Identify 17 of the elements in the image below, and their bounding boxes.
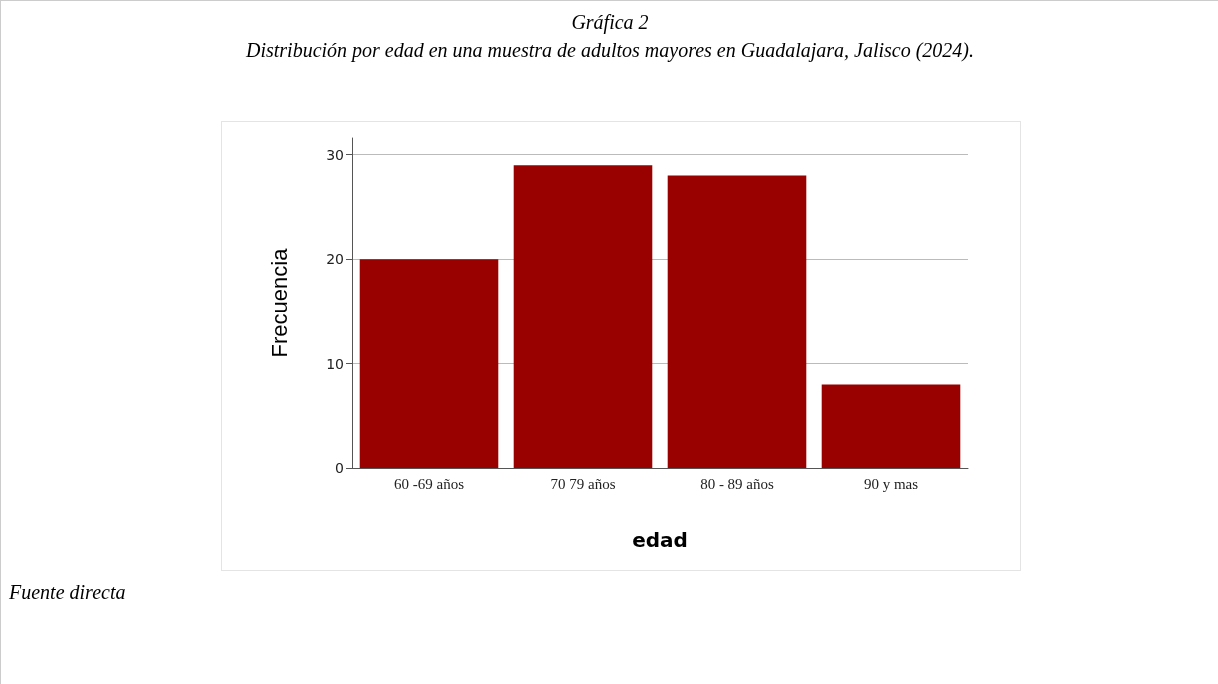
x-tick-label: 70 79 años bbox=[550, 476, 616, 492]
chart-subtitle: Distribución por edad en una muestra de adultos mayores en Guadalajara, Jalisco (2024). bbox=[244, 39, 976, 62]
x-tick-label: 80 - 89 años bbox=[700, 476, 775, 492]
y-tick-label: 30 bbox=[326, 146, 344, 163]
chart-title: Gráfica 2 bbox=[570, 11, 650, 34]
y-tick-label: 20 bbox=[326, 251, 344, 268]
bar bbox=[359, 259, 499, 468]
y-axis-title: Frecuencia bbox=[266, 247, 292, 358]
bar bbox=[821, 384, 961, 468]
source-note: Fuente directa bbox=[9, 581, 126, 604]
x-tick-label: 60 -69 años bbox=[394, 476, 465, 492]
x-tick-label: 90 y mas bbox=[863, 476, 919, 492]
y-tick-label: 10 bbox=[326, 355, 344, 372]
y-tick-label: 0 bbox=[335, 460, 344, 476]
bar bbox=[667, 175, 807, 468]
bar bbox=[513, 165, 653, 468]
x-axis-title: edad bbox=[632, 528, 688, 552]
